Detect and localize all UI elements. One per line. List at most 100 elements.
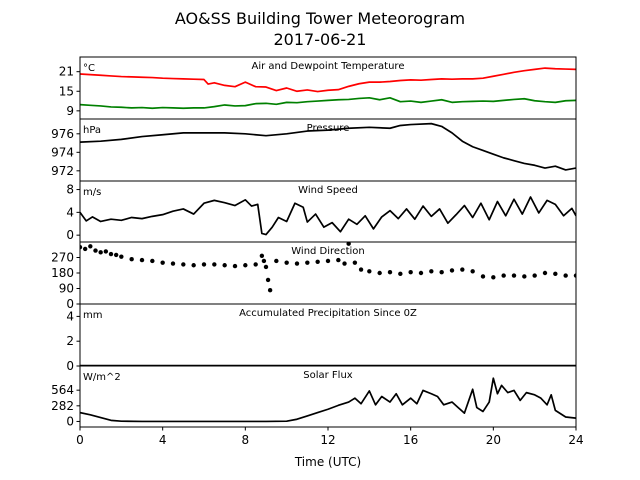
data-point [232,263,238,269]
data-point [243,263,248,268]
data-point [325,258,331,264]
series-line-1 [80,67,576,93]
data-point [82,246,88,252]
x-tick-label: 24 [568,433,583,447]
data-point [103,249,109,254]
data-point [108,251,114,257]
data-point [573,273,576,278]
figure-title-line2: 2017-06-21 [274,30,367,49]
data-point [263,264,269,270]
data-point [377,270,382,276]
data-point [358,267,364,272]
panel-unit-label: °C [83,63,95,74]
data-point [265,277,271,283]
y-tick-label: 974 [51,145,74,159]
data-point [480,274,486,279]
y-tick-label: 21 [59,65,74,79]
y-tick-label: 4 [66,205,74,219]
data-point [139,257,145,263]
x-tick-label: 16 [403,433,418,447]
panel-unit-label: mm [83,310,102,321]
y-tick-label: 564 [51,383,74,397]
data-point [398,271,403,277]
data-point [352,260,358,265]
y-tick-label: 976 [51,127,74,141]
data-point [342,261,347,266]
data-point [305,260,310,265]
data-point [129,257,134,262]
panel-title: Wind Direction [291,246,365,257]
data-point [150,258,155,264]
panel-1: 9 15 21 Air and Dewpoint Temperature °C [59,56,577,120]
y-tick-label: 90 [59,282,74,296]
data-point [522,274,527,279]
data-point [93,248,98,253]
data-point [491,275,496,280]
data-point [470,269,475,274]
y-tick-label: 9 [66,104,74,118]
data-point [460,267,465,272]
data-point [267,288,273,293]
y-tick-label: 8 [66,183,74,197]
panel-2: 972 974 976 Pressure hPa [51,118,577,182]
data-point [88,244,93,249]
y-tick-label: 282 [51,399,74,413]
panel-3: 0 4 8 Wind Speed m/s [66,180,577,243]
data-point [80,244,83,250]
data-point [274,258,279,264]
data-point [542,270,548,276]
data-point [346,242,351,246]
data-point [261,258,267,264]
data-point [563,273,568,278]
panel-5: 0 2 4 Accumulated Precipitation Since 0Z mm [66,303,577,373]
y-tick-label: 4 [66,309,74,323]
data-point [181,262,186,267]
data-point [315,259,320,265]
x-tick-label: 4 [159,433,167,447]
data-point [212,262,217,267]
data-point [170,261,176,266]
data-point [367,269,372,274]
y-tick-label: 2 [66,334,74,348]
y-tick-label: 180 [51,266,74,280]
data-point [439,269,444,275]
x-tick-label: 8 [242,433,250,447]
series-line-1 [80,122,576,171]
data-point [387,269,393,275]
data-point [408,269,413,275]
panel-title: Solar Flux [303,370,353,381]
panel-title: Wind Speed [298,185,358,196]
y-tick-label: 15 [59,84,74,98]
y-tick-label: 0 [66,414,74,428]
x-tick-label: 0 [76,433,84,447]
data-point [284,260,289,265]
data-point [201,262,207,267]
y-tick-label: 270 [51,251,74,265]
data-point [222,263,227,268]
x-tick-label: 12 [320,433,335,447]
data-point [511,273,517,278]
data-point [113,252,119,258]
y-tick-label: 972 [51,164,74,178]
panel-title: Pressure [307,123,350,134]
data-point [418,270,424,276]
series-line-1 [80,377,576,423]
y-tick-label: 0 [66,228,74,242]
data-point [119,254,124,259]
y-tick-label: 0 [66,359,74,373]
data-point [294,261,300,266]
data-point [553,271,558,277]
panel-unit-label: hPa [83,125,101,136]
data-point [532,273,537,278]
panel-title: Accumulated Precipitation Since 0Z [239,308,417,319]
y-tick-label: 0 [66,297,74,311]
figure-title-line1: AO&SS Building Tower Meteorogram [175,9,465,28]
data-point [501,273,506,278]
data-point [336,257,341,263]
data-point [253,262,258,267]
series-line-2 [80,96,576,110]
x-axis-label: Time (UTC) [294,455,361,469]
